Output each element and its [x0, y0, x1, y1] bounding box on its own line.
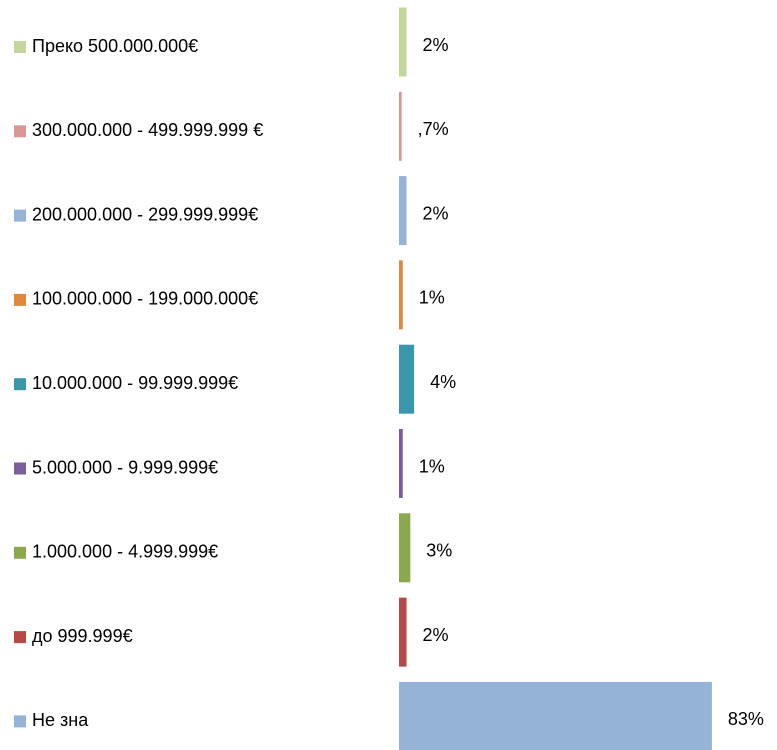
category-label: 100.000.000 - 199.000.000€ — [32, 289, 258, 309]
value-label: 2% — [423, 203, 449, 223]
value-label: 2% — [423, 625, 449, 645]
category-label: 10.000.000 - 99.999.999€ — [32, 373, 238, 393]
bar — [399, 681, 712, 750]
value-label: 3% — [426, 541, 452, 561]
bar — [399, 260, 403, 330]
category-label: 200.000.000 - 299.999.999€ — [32, 204, 258, 224]
bar — [399, 513, 411, 583]
value-label: ,7% — [418, 119, 449, 139]
value-label: 4% — [430, 372, 456, 392]
bar — [399, 176, 407, 246]
value-label: 1% — [419, 456, 445, 476]
category-label: 300.000.000 - 499.999.999 € — [32, 120, 263, 140]
legend-swatch — [14, 546, 26, 559]
bar — [399, 91, 402, 161]
category-label: Не зна — [32, 710, 89, 730]
category-label: Преко 500.000.000€ — [32, 36, 198, 56]
legend-swatch — [14, 462, 26, 475]
category-label: 5.000.000 - 9.999.999€ — [32, 457, 218, 477]
legend-swatch — [14, 125, 26, 138]
legend-swatch — [14, 209, 26, 222]
legend-swatch — [14, 293, 26, 306]
category-label: 1.000.000 - 4.999.999€ — [32, 542, 218, 562]
bar — [399, 597, 407, 667]
bar — [399, 7, 407, 77]
bar — [399, 429, 403, 498]
value-label: 1% — [419, 288, 445, 308]
legend-swatch — [14, 41, 26, 53]
category-label: до 999.999€ — [32, 626, 133, 646]
legend-swatch — [14, 715, 26, 728]
value-label: 83% — [728, 709, 764, 729]
legend-swatch — [14, 631, 26, 644]
value-label: 2% — [423, 35, 449, 55]
legend-swatch — [14, 378, 26, 391]
bar — [399, 344, 415, 414]
